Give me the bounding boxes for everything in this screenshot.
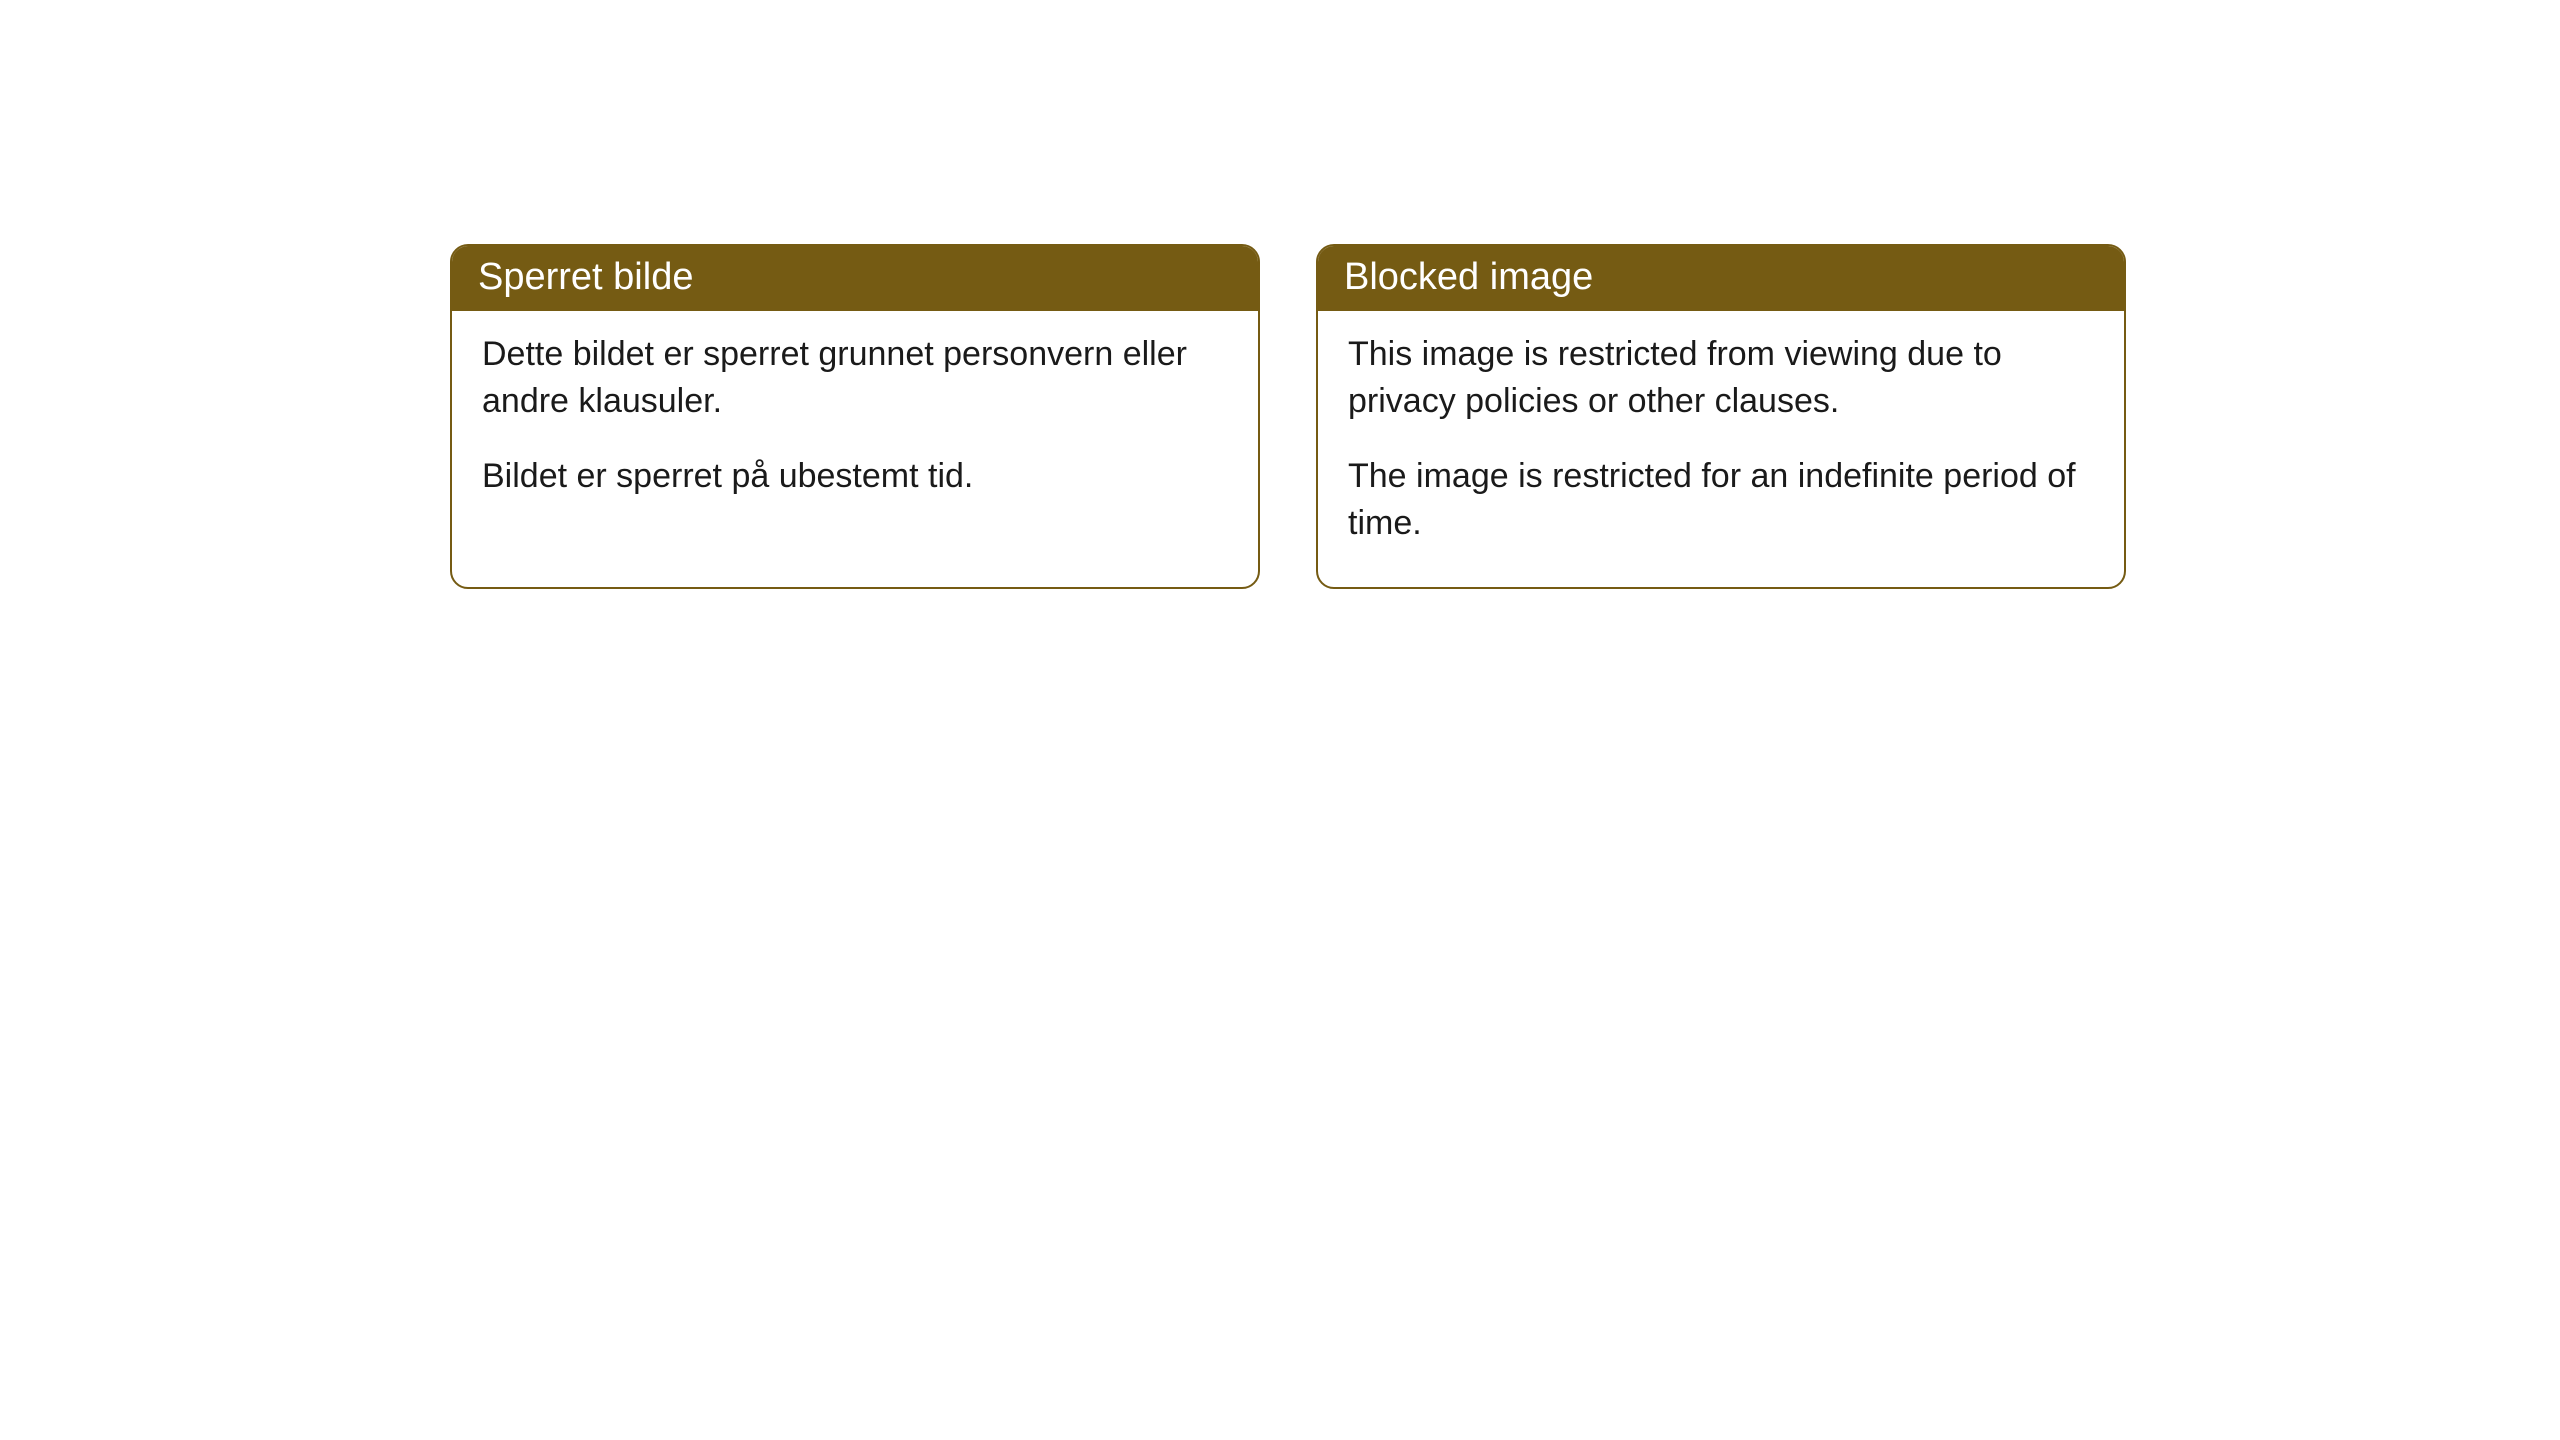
- card-english: Blocked image This image is restricted f…: [1316, 244, 2126, 589]
- card-paragraph: Dette bildet er sperret grunnet personve…: [482, 331, 1228, 425]
- card-paragraph: The image is restricted for an indefinit…: [1348, 453, 2094, 547]
- card-title: Sperret bilde: [478, 256, 693, 298]
- card-body-norwegian: Dette bildet er sperret grunnet personve…: [452, 311, 1258, 540]
- card-norwegian: Sperret bilde Dette bildet er sperret gr…: [450, 244, 1260, 589]
- card-header-norwegian: Sperret bilde: [452, 246, 1258, 311]
- card-body-english: This image is restricted from viewing du…: [1318, 311, 2124, 587]
- card-title: Blocked image: [1344, 256, 1593, 298]
- card-paragraph: Bildet er sperret på ubestemt tid.: [482, 453, 1228, 500]
- cards-container: Sperret bilde Dette bildet er sperret gr…: [450, 244, 2126, 589]
- card-paragraph: This image is restricted from viewing du…: [1348, 331, 2094, 425]
- card-header-english: Blocked image: [1318, 246, 2124, 311]
